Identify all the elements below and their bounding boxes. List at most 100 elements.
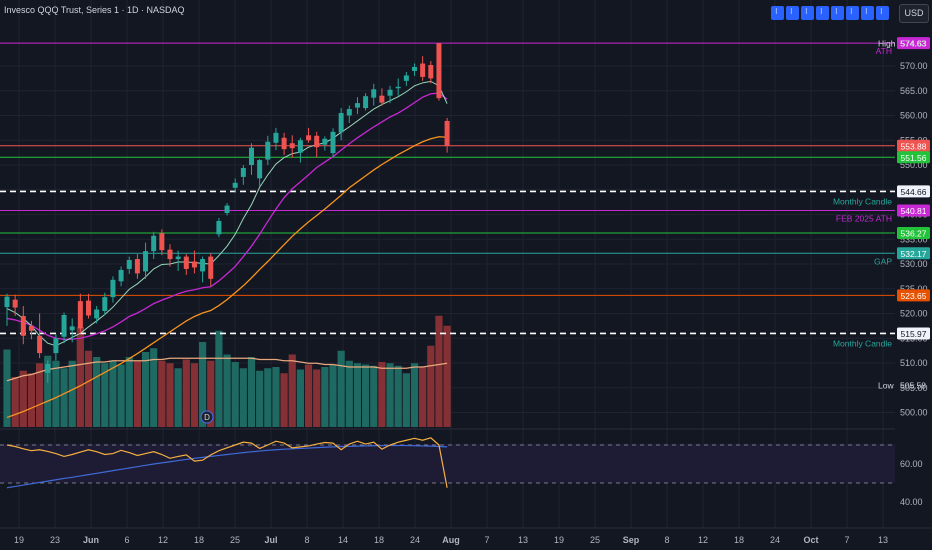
candle-body <box>159 233 165 251</box>
volume-bar <box>443 325 451 427</box>
price-level-badge-text: 532.17 <box>901 249 927 259</box>
date-tick-label: Sep <box>623 535 640 545</box>
price-tick-label: 560.00 <box>900 111 928 121</box>
price-level-badge <box>897 139 930 152</box>
volume-bar <box>44 355 52 427</box>
price-level-badge-text: 540.81 <box>901 206 927 216</box>
price-badges: 574.63 553.88 551.56 544.66 540.81 536.27 532.… <box>878 37 930 390</box>
price-level-badge-text: 551.56 <box>901 153 927 163</box>
sma-slow-line <box>6 136 448 419</box>
date-tick-label: 13 <box>878 535 888 545</box>
volume-bar <box>410 363 419 427</box>
drawing-tool-icon[interactable]: ⠇ <box>876 6 889 20</box>
drawing-tool-icon[interactable]: ⠇ <box>816 6 829 20</box>
date-tick-label: 6 <box>124 535 129 545</box>
volume-bar <box>133 360 141 427</box>
price-tick-label: 510.00 <box>900 358 928 368</box>
volume-bar <box>362 364 370 427</box>
candle-body <box>371 89 377 98</box>
volume-bar <box>125 357 133 427</box>
candle-body <box>314 135 320 148</box>
volume-bar <box>117 364 125 427</box>
rsi-line <box>6 437 448 488</box>
candle-body <box>306 135 312 141</box>
candle-body <box>338 113 344 133</box>
date-tick-label: 19 <box>554 535 564 545</box>
price-level-badge-text: 574.63 <box>901 39 927 49</box>
drawing-tool-icon[interactable]: ⠇ <box>846 6 859 20</box>
dividend-marker-icon <box>200 410 214 424</box>
currency-button[interactable]: USD <box>899 4 929 23</box>
event-markers: D <box>200 410 214 424</box>
volume-bar <box>182 359 190 427</box>
candle-body <box>69 326 75 331</box>
price-level-badge-text: 515.97 <box>901 329 927 339</box>
volume-bar <box>109 360 117 427</box>
price-level-label: Monthly Candle <box>833 196 892 206</box>
volume-ma-line <box>6 357 448 382</box>
volume-bar <box>288 354 296 427</box>
candle-body <box>265 141 271 160</box>
candlesticks <box>4 43 450 383</box>
volume-bar <box>427 345 435 427</box>
candle-body <box>167 249 173 260</box>
volume-bar <box>378 362 386 427</box>
volume-bar <box>223 354 231 427</box>
price-level-badge <box>897 289 930 302</box>
candle-body <box>346 109 352 116</box>
volume-bar <box>174 368 182 427</box>
volume-bar <box>280 373 288 427</box>
drawing-tool-icon[interactable]: ⠇ <box>861 6 874 20</box>
candle-body <box>289 143 295 149</box>
volume-bar <box>435 315 443 427</box>
candle-body <box>110 279 116 298</box>
candle-body <box>134 259 140 274</box>
price-level-badge-text: 544.66 <box>901 187 927 197</box>
candle-body <box>420 63 426 77</box>
volume-bar <box>264 368 272 427</box>
price-level-label: FEB 2025 ATH <box>836 213 892 223</box>
volume-bar <box>150 348 158 427</box>
volume-bar <box>27 373 36 427</box>
price-scale-tag: High <box>878 39 896 49</box>
candle-body <box>102 297 108 312</box>
date-tick-label: 24 <box>770 535 780 545</box>
candle-body <box>53 338 59 354</box>
date-tick-label: 8 <box>304 535 309 545</box>
price-tick-label: 520.00 <box>900 309 928 319</box>
volume-bar <box>370 365 378 427</box>
chart-grid <box>0 0 895 528</box>
price-tick-label: 530.00 <box>900 259 928 269</box>
volume-bar <box>93 357 101 427</box>
ema-mid-line <box>6 92 448 340</box>
rsi-ma-line <box>6 444 448 489</box>
price-level-badge <box>897 247 930 260</box>
price-level-badge <box>897 204 930 217</box>
candle-body <box>297 140 303 153</box>
volume-bar <box>402 373 410 427</box>
volume-bar <box>141 352 150 427</box>
candle-body <box>330 131 336 154</box>
drawing-tool-icon[interactable]: ⠇ <box>786 6 799 20</box>
price-tick-label: 565.00 <box>900 86 928 96</box>
price-tick-label: 570.00 <box>900 61 928 71</box>
drawing-toolbar: ⠇ ⠇ ⠇ ⠇ ⠇ ⠇ ⠇ ⠇ <box>771 6 889 20</box>
price-tick-label: 525.00 <box>900 284 928 294</box>
candle-body <box>191 261 197 268</box>
price-level-badge-text: 536.27 <box>901 228 927 238</box>
drawing-tool-icon[interactable]: ⠇ <box>831 6 844 20</box>
price-scale-value: 505.58 <box>900 380 926 390</box>
drawing-tool-icon[interactable]: ⠇ <box>801 6 814 20</box>
candle-body <box>354 103 360 108</box>
volume-bar <box>166 363 174 427</box>
candle-body <box>208 256 214 279</box>
candle-body <box>61 314 67 337</box>
volume-bar <box>345 360 353 427</box>
volume-bar <box>329 364 337 427</box>
volume-bar <box>36 363 44 427</box>
drawing-tool-icon[interactable]: ⠇ <box>771 6 784 20</box>
candle-body <box>175 256 181 260</box>
candle-body <box>395 86 401 89</box>
candle-body <box>428 65 434 79</box>
